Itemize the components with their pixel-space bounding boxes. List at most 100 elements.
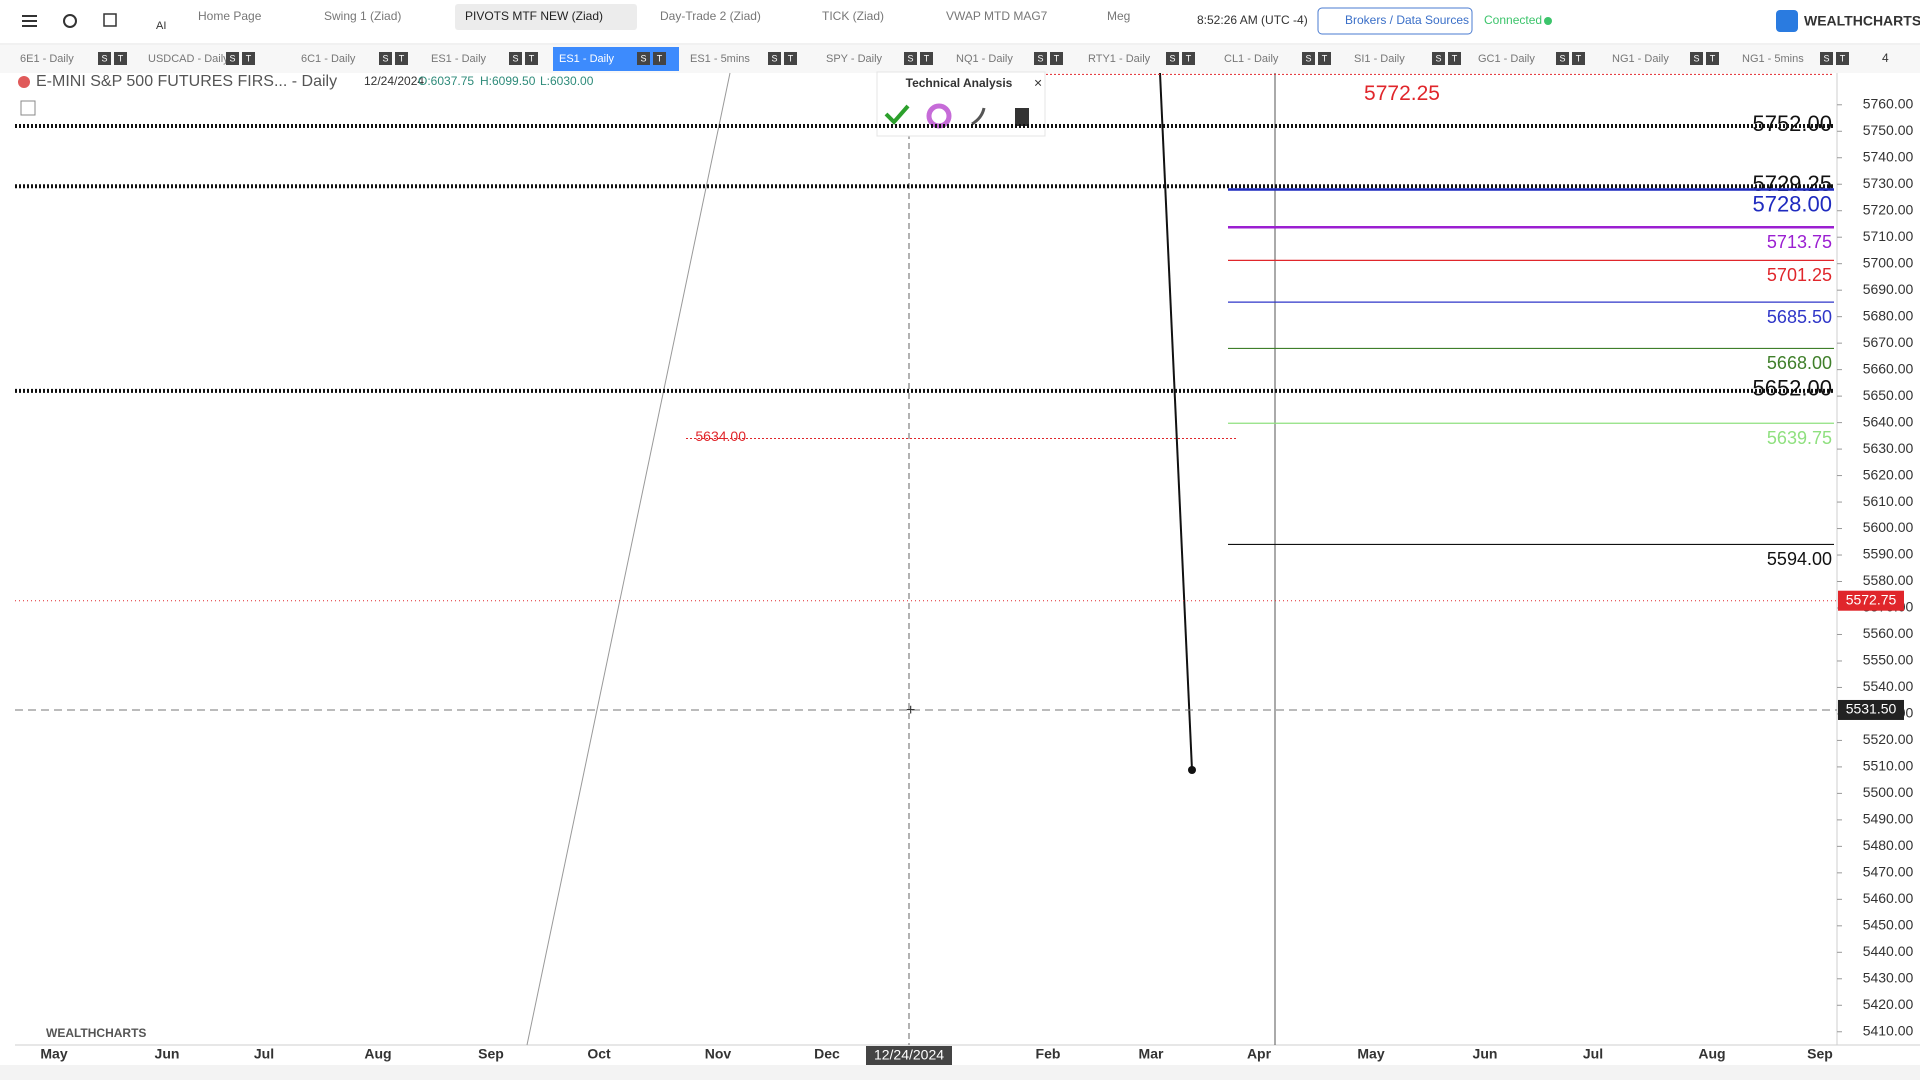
x-tick-label: Jul (1583, 1046, 1603, 1062)
badge-bg (525, 52, 538, 65)
badge[interactable]: S (512, 53, 518, 63)
badge[interactable]: T (1710, 53, 1716, 63)
symbol-tab[interactable]: 6C1 - Daily (301, 53, 356, 65)
badge-bg (920, 52, 933, 65)
crosshair-label: 5531.50 (1846, 701, 1897, 717)
symbol-tab[interactable]: ES1 - Daily (559, 53, 615, 65)
scrollbar[interactable] (0, 1065, 1920, 1080)
delete-icon[interactable] (1015, 108, 1029, 126)
tab[interactable]: Day-Trade 2 (Ziad) (660, 9, 761, 23)
tab[interactable]: Home Page (198, 9, 262, 23)
badge-bg (1448, 52, 1461, 65)
x-tick-label: May (40, 1046, 67, 1062)
symbol-tab[interactable]: NQ1 - Daily (956, 53, 1013, 65)
confirm-icon[interactable] (884, 104, 910, 125)
badge[interactable]: T (1322, 53, 1328, 63)
badge[interactable]: T (246, 53, 252, 63)
badge[interactable]: T (924, 53, 930, 63)
tab[interactable]: Swing 1 (Ziad) (324, 9, 401, 23)
level-label: 5594.00 (1767, 549, 1832, 569)
badge[interactable]: S (229, 53, 235, 63)
brush-icon[interactable] (971, 107, 986, 126)
tab[interactable]: Meg (1107, 9, 1130, 23)
badge[interactable]: S (1169, 53, 1175, 63)
y-tick-label: 5460.00 (1863, 890, 1914, 906)
badge[interactable]: T (399, 53, 405, 63)
badge[interactable]: T (118, 53, 124, 63)
brand-logo (1776, 10, 1798, 32)
ai-label[interactable]: AI (156, 20, 166, 32)
x-tick-label: Feb (1036, 1046, 1061, 1062)
trend-line[interactable] (526, 72, 731, 1046)
layout-icon[interactable] (103, 13, 117, 27)
badge[interactable]: S (1693, 53, 1699, 63)
x-tick-label: Mar (1139, 1046, 1164, 1062)
badge[interactable]: S (382, 53, 388, 63)
x-tick-label: Jun (1473, 1046, 1498, 1062)
drawn-line-anchor[interactable] (1188, 766, 1196, 774)
search-icon[interactable] (63, 14, 77, 28)
badge-bg (379, 52, 392, 65)
brokers-label[interactable]: Brokers / Data Sources (1345, 13, 1469, 27)
badge[interactable]: T (1576, 53, 1582, 63)
brokers-button[interactable] (1317, 7, 1473, 35)
badge-bg (768, 52, 781, 65)
symbol-tab[interactable]: ES1 - 5mins (690, 53, 750, 65)
tab[interactable]: TICK (Ziad) (822, 9, 884, 23)
badge-bg (395, 52, 408, 65)
y-tick-label: 5710.00 (1863, 228, 1914, 244)
legend-low: L:6030.00 (540, 74, 594, 88)
y-tick-label: 5470.00 (1863, 864, 1914, 880)
symbol-tab[interactable]: NG1 - Daily (1612, 53, 1669, 65)
symbol-tab[interactable]: NG1 - 5mins (1742, 53, 1804, 65)
badge[interactable]: T (1452, 53, 1458, 63)
badge-bg (1050, 52, 1063, 65)
symbol-tab[interactable]: CL1 - Daily (1224, 53, 1279, 65)
x-tick-label: Jul (254, 1046, 274, 1062)
status: Connected (1484, 13, 1542, 27)
symbol-tab[interactable]: 6E1 - Daily (20, 53, 74, 65)
watermark: WEALTHCHARTS (46, 1026, 146, 1040)
badge[interactable]: S (1435, 53, 1441, 63)
drawn-line[interactable] (1159, 72, 1193, 771)
more-tabs[interactable]: 4 (1882, 51, 1889, 65)
badge-bg (114, 52, 127, 65)
symbol-tab[interactable]: ES1 - Daily (431, 53, 487, 65)
symbol-tab[interactable]: SPY - Daily (826, 53, 883, 65)
badge[interactable]: S (1559, 53, 1565, 63)
badge[interactable]: T (657, 53, 663, 63)
badge-bg (1706, 52, 1719, 65)
y-tick-label: 5590.00 (1863, 546, 1914, 562)
symbol-tab[interactable]: USDCAD - Daily (148, 53, 229, 65)
badge[interactable]: S (1037, 53, 1043, 63)
badge[interactable]: S (771, 53, 777, 63)
y-tick-label: 5620.00 (1863, 466, 1914, 482)
symbol-tab[interactable]: RTY1 - Daily (1088, 53, 1151, 65)
legend-tool[interactable] (20, 100, 36, 116)
y-tick-label: 5560.00 (1863, 625, 1914, 641)
badge[interactable]: T (1840, 53, 1846, 63)
y-tick-label: 5490.00 (1863, 811, 1914, 827)
tab[interactable]: VWAP MTD MAG7 (946, 9, 1048, 23)
level-label: 5668.00 (1767, 353, 1832, 373)
crosshair-date: 12/24/2024 (874, 1047, 944, 1063)
badge[interactable]: S (907, 53, 913, 63)
badge[interactable]: S (1823, 53, 1829, 63)
badge[interactable]: T (1186, 53, 1192, 63)
symbol-tab[interactable]: GC1 - Daily (1478, 53, 1535, 65)
badge-bg (1182, 52, 1195, 65)
badge-bg (1432, 52, 1445, 65)
badge[interactable]: T (788, 53, 794, 63)
badge[interactable]: S (640, 53, 646, 63)
badge[interactable]: S (1305, 53, 1311, 63)
x-tick-label: Aug (364, 1046, 391, 1062)
menu-icon[interactable] (22, 15, 37, 27)
popup-close[interactable]: × (1034, 75, 1042, 91)
badge[interactable]: S (101, 53, 107, 63)
badge[interactable]: T (1054, 53, 1060, 63)
brand: WEALTHCHARTS (1804, 13, 1920, 29)
symbol-tab[interactable]: SI1 - Daily (1354, 53, 1405, 65)
badge[interactable]: T (529, 53, 535, 63)
tab[interactable]: PIVOTS MTF NEW (Ziad) (465, 9, 603, 23)
